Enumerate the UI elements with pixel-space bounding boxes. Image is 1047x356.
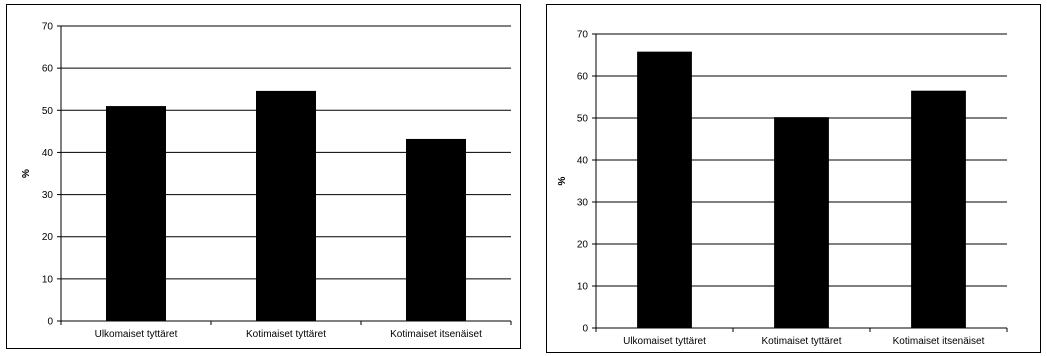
y-axis-label: % bbox=[21, 169, 32, 178]
x-tick-label: Kotimaiset itsenäiset bbox=[893, 336, 985, 347]
chart-right: 0 10 20 30 40 50 60 70 Ulkomaiset tyttäret Kotima… bbox=[546, 4, 1041, 353]
x-tick-label: Kotimaiset tyttäret bbox=[246, 329, 326, 340]
bar bbox=[256, 90, 316, 322]
y-tick-label: 40 bbox=[42, 148, 54, 159]
chart-left: 0 10 20 30 40 50 60 70 Ulkomaiset tyttäret Kotima… bbox=[6, 4, 521, 349]
bar bbox=[637, 51, 692, 328]
chart-right-svg: 0 10 20 30 40 50 60 70 Ulkomaiset tyttäret Kotima… bbox=[557, 30, 1008, 347]
chart-left-svg: 0 10 20 30 40 50 60 70 Ulkomaiset tyttäret Kotima… bbox=[21, 22, 512, 340]
y-tick-label: 10 bbox=[42, 274, 54, 285]
y-tick-label: 0 bbox=[582, 324, 588, 335]
y-tick-label: 50 bbox=[577, 114, 589, 125]
y-tick-label: 60 bbox=[42, 64, 54, 75]
x-tick-label: Kotimaiset tyttäret bbox=[761, 336, 841, 347]
x-tick-label: Kotimaiset itsenäiset bbox=[390, 329, 482, 340]
y-tick-label: 20 bbox=[577, 240, 589, 251]
x-tick-label: Ulkomaiset tyttäret bbox=[623, 336, 706, 347]
y-tick-label: 10 bbox=[577, 282, 589, 293]
bar bbox=[106, 106, 166, 321]
y-tick-label: 30 bbox=[577, 198, 589, 209]
y-axis-label: % bbox=[557, 176, 568, 185]
y-tick-label: 50 bbox=[42, 106, 54, 117]
y-tick-label: 40 bbox=[577, 156, 589, 167]
y-tick-label: 0 bbox=[47, 317, 53, 328]
bar bbox=[911, 90, 966, 328]
bar bbox=[406, 138, 466, 321]
y-tick-label: 30 bbox=[42, 190, 54, 201]
y-tick-label: 70 bbox=[42, 22, 54, 33]
x-tick-label: Ulkomaiset tyttäret bbox=[95, 329, 178, 340]
y-tick-label: 70 bbox=[577, 30, 589, 41]
bar bbox=[774, 117, 829, 328]
y-tick-label: 20 bbox=[42, 232, 54, 243]
y-tick-label: 60 bbox=[577, 72, 589, 83]
